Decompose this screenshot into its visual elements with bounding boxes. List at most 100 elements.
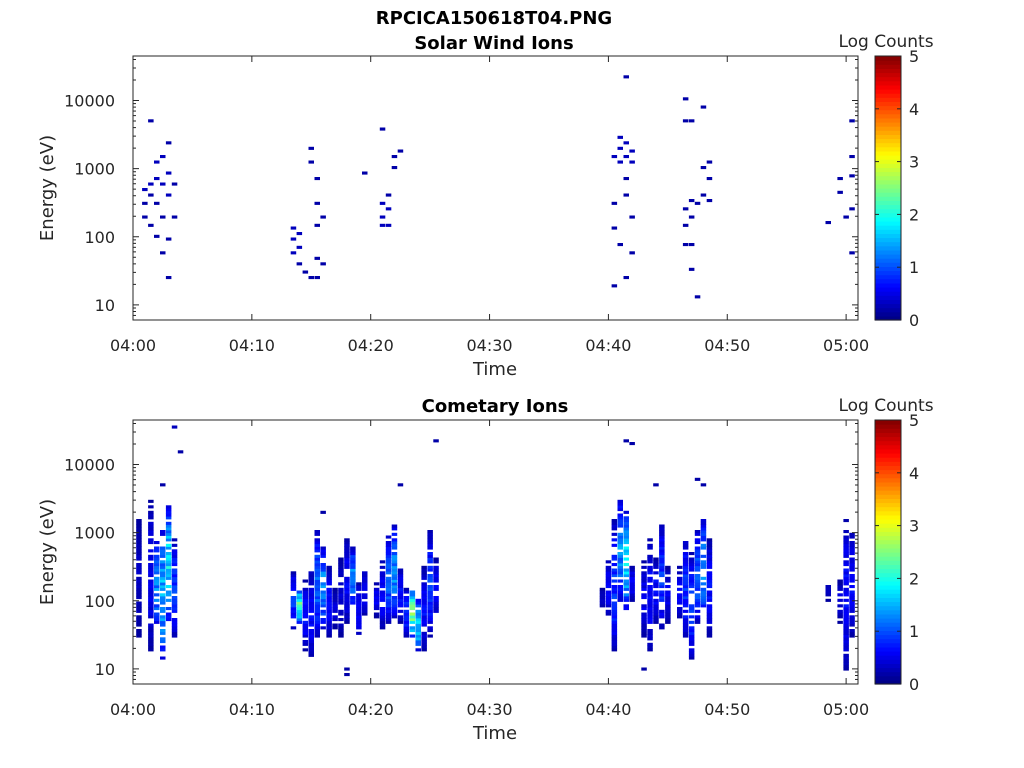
heatmap-cell bbox=[647, 585, 653, 589]
heatmap-cell bbox=[391, 554, 398, 558]
heatmap-cell bbox=[403, 629, 410, 633]
heatmap-cell bbox=[379, 585, 386, 589]
colorbar-swatch bbox=[875, 494, 901, 499]
heatmap-cell bbox=[611, 612, 618, 616]
heatmap-cell bbox=[326, 568, 332, 572]
colorbar-tick-label: 3 bbox=[909, 153, 919, 172]
heatmap-cell bbox=[154, 612, 160, 616]
heatmap-cell bbox=[314, 201, 320, 205]
heatmap-cell bbox=[160, 585, 166, 589]
heatmap-cell bbox=[136, 609, 142, 613]
heatmap-cell bbox=[136, 607, 142, 611]
heatmap-cell bbox=[296, 596, 303, 600]
heatmap-cell bbox=[314, 574, 320, 578]
colorbar-swatch bbox=[875, 481, 901, 487]
heatmap-cell bbox=[332, 596, 338, 600]
heatmap-cell bbox=[397, 579, 404, 583]
heatmap-cell bbox=[165, 615, 172, 619]
colorbar-swatch bbox=[875, 630, 901, 636]
heatmap-cell bbox=[659, 552, 665, 556]
heatmap-cell bbox=[653, 483, 659, 487]
heatmap-cell bbox=[611, 532, 618, 536]
heatmap-cell bbox=[617, 543, 623, 547]
heatmap-cell bbox=[391, 546, 398, 550]
heatmap-cell bbox=[385, 568, 392, 572]
heatmap-cell bbox=[653, 604, 659, 608]
heatmap-cell bbox=[344, 541, 350, 545]
heatmap-cell bbox=[659, 560, 665, 564]
heatmap-cell bbox=[165, 535, 172, 539]
heatmap-cell bbox=[332, 604, 338, 608]
heatmap-cell bbox=[843, 642, 849, 646]
heatmap-cell bbox=[659, 590, 665, 594]
heatmap-cell bbox=[356, 604, 362, 608]
heatmap-cell bbox=[433, 576, 439, 580]
heatmap-cell bbox=[653, 557, 659, 561]
heatmap-cell bbox=[154, 560, 160, 564]
heatmap-cell bbox=[391, 574, 398, 578]
cometary-heatmap bbox=[136, 425, 855, 677]
heatmap-cell bbox=[308, 640, 314, 644]
colorbar-swatch bbox=[875, 167, 901, 173]
heatmap-cell bbox=[362, 596, 368, 600]
heatmap-cell bbox=[397, 149, 404, 153]
heatmap-cell bbox=[706, 598, 713, 602]
colorbar-swatch bbox=[875, 667, 901, 673]
heatmap-cell bbox=[611, 618, 618, 622]
heatmap-cell bbox=[350, 576, 356, 580]
heatmap-cell bbox=[314, 607, 320, 611]
colorbar-swatch bbox=[875, 527, 901, 532]
heatmap-cell bbox=[843, 593, 849, 597]
heatmap-cell bbox=[605, 590, 612, 594]
colorbar-swatch bbox=[875, 278, 901, 284]
heatmap-cell bbox=[647, 620, 653, 624]
heatmap-cell bbox=[706, 554, 713, 558]
heatmap-cell bbox=[849, 593, 855, 597]
heatmap-cell bbox=[415, 637, 421, 641]
heatmap-cell bbox=[385, 596, 392, 600]
heatmap-cell bbox=[391, 527, 398, 531]
heatmap-cell bbox=[641, 587, 647, 591]
heatmap-cell bbox=[160, 629, 166, 633]
heatmap-cell bbox=[136, 568, 142, 572]
heatmap-cell bbox=[421, 565, 427, 569]
heatmap-cell bbox=[160, 530, 166, 534]
heatmap-cell bbox=[653, 590, 659, 594]
heatmap-cell bbox=[409, 596, 416, 600]
colorbar-swatch bbox=[875, 192, 901, 197]
heatmap-cell bbox=[706, 563, 713, 567]
heatmap-cell bbox=[379, 618, 386, 622]
heatmap-cell bbox=[391, 582, 398, 586]
heatmap-cell bbox=[688, 653, 695, 657]
heatmap-cell bbox=[694, 565, 701, 569]
heatmap-cell bbox=[160, 565, 166, 569]
heatmap-cell bbox=[688, 642, 695, 646]
heatmap-cell bbox=[665, 612, 671, 616]
heatmap-cell bbox=[356, 623, 362, 627]
heatmap-cell bbox=[403, 601, 410, 605]
heatmap-cell bbox=[843, 667, 849, 671]
heatmap-cell bbox=[427, 604, 433, 608]
heatmap-cell bbox=[653, 612, 659, 616]
heatmap-cell bbox=[605, 598, 612, 602]
heatmap-cell bbox=[665, 607, 671, 611]
heatmap-cell bbox=[688, 629, 695, 633]
heatmap-cell bbox=[136, 604, 142, 608]
x-tick-label: 04:50 bbox=[704, 336, 750, 355]
heatmap-cell bbox=[659, 593, 665, 597]
heatmap-cell bbox=[647, 571, 653, 575]
heatmap-cell bbox=[171, 557, 178, 561]
heatmap-cell bbox=[302, 631, 309, 635]
heatmap-cell bbox=[385, 598, 392, 602]
heatmap-cell bbox=[647, 565, 653, 569]
colorbar-swatch bbox=[875, 576, 901, 582]
colorbar-swatch bbox=[875, 200, 901, 206]
heatmap-cell bbox=[653, 615, 659, 619]
heatmap-cell bbox=[659, 609, 665, 613]
heatmap-cell bbox=[682, 119, 689, 123]
heatmap-cell bbox=[177, 450, 184, 454]
heatmap-cell bbox=[706, 160, 713, 164]
panel-title: Solar Wind Ions bbox=[414, 33, 573, 54]
heatmap-cell bbox=[837, 598, 843, 602]
heatmap-cell bbox=[154, 563, 160, 567]
